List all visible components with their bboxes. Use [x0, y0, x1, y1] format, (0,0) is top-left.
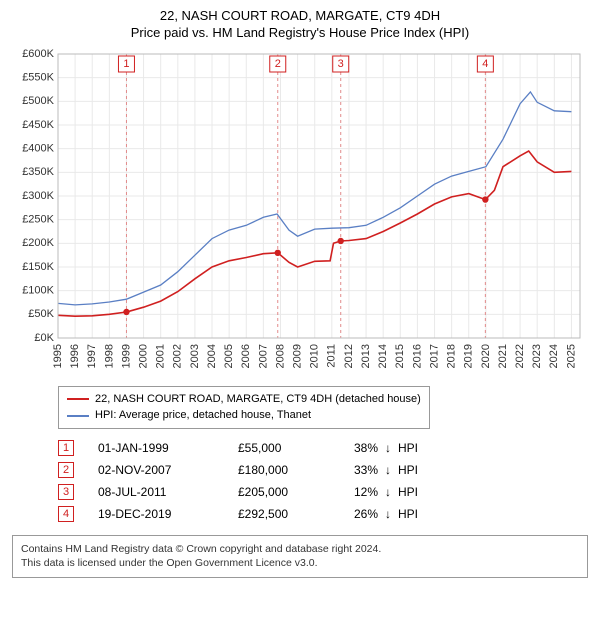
legend-label: HPI: Average price, detached house, Than… — [95, 407, 311, 424]
sales-pct: 12% — [328, 485, 378, 499]
down-arrow-icon: ↓ — [378, 441, 398, 455]
chart: £0K £50K £100K £150K £200K £250K £300K £350K £40… — [12, 48, 588, 378]
x-tick-label: 2010 — [309, 344, 321, 368]
sales-price: £55,000 — [238, 441, 328, 455]
sales-date: 08-JUL-2011 — [98, 485, 238, 499]
down-arrow-icon: ↓ — [378, 463, 398, 477]
y-tick-label: £200K — [22, 237, 54, 249]
sales-price: £292,500 — [238, 507, 328, 521]
x-tick-label: 2008 — [274, 344, 286, 368]
y-tick-label: £100K — [22, 284, 54, 296]
x-tick-label: 2007 — [257, 344, 269, 368]
sales-pct: 38% — [328, 441, 378, 455]
sales-pct: 33% — [328, 463, 378, 477]
x-tick-label: 2014 — [377, 344, 389, 368]
sales-table: 101-JAN-1999£55,00038%↓HPI202-NOV-2007£1… — [58, 437, 588, 525]
x-tick-label: 2001 — [155, 344, 167, 368]
footer-line1: Contains HM Land Registry data © Crown c… — [21, 542, 579, 557]
footer: Contains HM Land Registry data © Crown c… — [12, 535, 588, 578]
sales-marker: 3 — [58, 484, 74, 500]
x-tick-label: 2018 — [446, 344, 458, 368]
sales-hpi-label: HPI — [398, 485, 438, 499]
legend-item: 22, NASH COURT ROAD, MARGATE, CT9 4DH (d… — [67, 391, 421, 408]
sales-marker: 2 — [58, 462, 74, 478]
legend-swatch — [67, 415, 89, 417]
y-tick-label: £150K — [22, 261, 54, 273]
x-tick-label: 1995 — [52, 344, 64, 368]
y-tick-label: £250K — [22, 213, 54, 225]
y-tick-label: £0K — [34, 332, 54, 344]
sale-point — [338, 238, 344, 244]
x-tick-label: 2000 — [137, 344, 149, 368]
down-arrow-icon: ↓ — [378, 485, 398, 499]
sales-price: £205,000 — [238, 485, 328, 499]
x-tick-label: 1996 — [69, 344, 81, 368]
x-tick-label: 2009 — [292, 344, 304, 368]
x-tick-label: 2012 — [343, 344, 355, 368]
sale-marker-number: 3 — [338, 58, 344, 70]
down-arrow-icon: ↓ — [378, 507, 398, 521]
x-tick-label: 2020 — [480, 344, 492, 368]
sales-hpi-label: HPI — [398, 463, 438, 477]
sale-marker-number: 2 — [275, 58, 281, 70]
x-tick-label: 2002 — [172, 344, 184, 368]
sales-row: 4 19-DEC-2019£292,50026%↓HPI — [58, 503, 588, 525]
sales-price: £180,000 — [238, 463, 328, 477]
x-tick-label: 2005 — [223, 344, 235, 368]
sale-marker-number: 4 — [482, 58, 488, 70]
y-tick-label: £400K — [22, 142, 54, 154]
x-tick-label: 2015 — [394, 344, 406, 368]
sales-marker: 4 — [58, 506, 74, 522]
page: 22, NASH COURT ROAD, MARGATE, CT9 4DH Pr… — [0, 0, 600, 590]
x-tick-label: 2003 — [189, 344, 201, 368]
x-tick-label: 1997 — [86, 344, 98, 368]
y-tick-label: £600K — [22, 48, 54, 60]
sales-row: 3 08-JUL-2011£205,00012%↓HPI — [58, 481, 588, 503]
y-tick-label: £500K — [22, 95, 54, 107]
x-tick-label: 2021 — [497, 344, 509, 368]
title-subtitle: Price paid vs. HM Land Registry's House … — [12, 25, 588, 42]
x-tick-label: 2023 — [531, 344, 543, 368]
x-tick-label: 2006 — [240, 344, 252, 368]
x-tick-label: 2024 — [548, 344, 560, 368]
x-tick-label: 2017 — [428, 344, 440, 368]
x-tick-label: 2013 — [360, 344, 372, 368]
legend: 22, NASH COURT ROAD, MARGATE, CT9 4DH (d… — [58, 386, 430, 429]
sales-hpi-label: HPI — [398, 507, 438, 521]
chart-svg: £0K £50K £100K £150K £200K £250K £300K £350K £40… — [12, 48, 588, 378]
sales-date: 19-DEC-2019 — [98, 507, 238, 521]
x-tick-label: 1998 — [103, 344, 115, 368]
x-tick-label: 2004 — [206, 344, 218, 368]
sales-row: 1 01-JAN-1999£55,00038%↓HPI — [58, 437, 588, 459]
y-tick-label: £550K — [22, 71, 54, 83]
legend-item: HPI: Average price, detached house, Than… — [67, 407, 421, 424]
x-tick-label: 2016 — [411, 344, 423, 368]
x-tick-label: 2022 — [514, 344, 526, 368]
sale-marker-number: 1 — [123, 58, 129, 70]
x-tick-label: 2019 — [463, 344, 475, 368]
y-tick-label: £450K — [22, 119, 54, 131]
x-tick-label: 2025 — [565, 344, 577, 368]
x-tick-label: 1999 — [120, 344, 132, 368]
y-tick-label: £300K — [22, 190, 54, 202]
sale-point — [123, 309, 129, 315]
footer-line2: This data is licensed under the Open Gov… — [21, 556, 579, 571]
y-tick-label: £350K — [22, 166, 54, 178]
sales-hpi-label: HPI — [398, 441, 438, 455]
title-block: 22, NASH COURT ROAD, MARGATE, CT9 4DH Pr… — [12, 8, 588, 42]
sale-point — [482, 196, 488, 202]
sales-marker: 1 — [58, 440, 74, 456]
legend-swatch — [67, 398, 89, 400]
y-tick-label: £50K — [28, 308, 54, 320]
sales-row: 2 02-NOV-2007£180,00033%↓HPI — [58, 459, 588, 481]
title-address: 22, NASH COURT ROAD, MARGATE, CT9 4DH — [12, 8, 588, 25]
sales-date: 01-JAN-1999 — [98, 441, 238, 455]
sale-point — [275, 249, 281, 255]
legend-label: 22, NASH COURT ROAD, MARGATE, CT9 4DH (d… — [95, 391, 421, 408]
x-tick-label: 2011 — [326, 344, 338, 368]
sales-pct: 26% — [328, 507, 378, 521]
sales-date: 02-NOV-2007 — [98, 463, 238, 477]
